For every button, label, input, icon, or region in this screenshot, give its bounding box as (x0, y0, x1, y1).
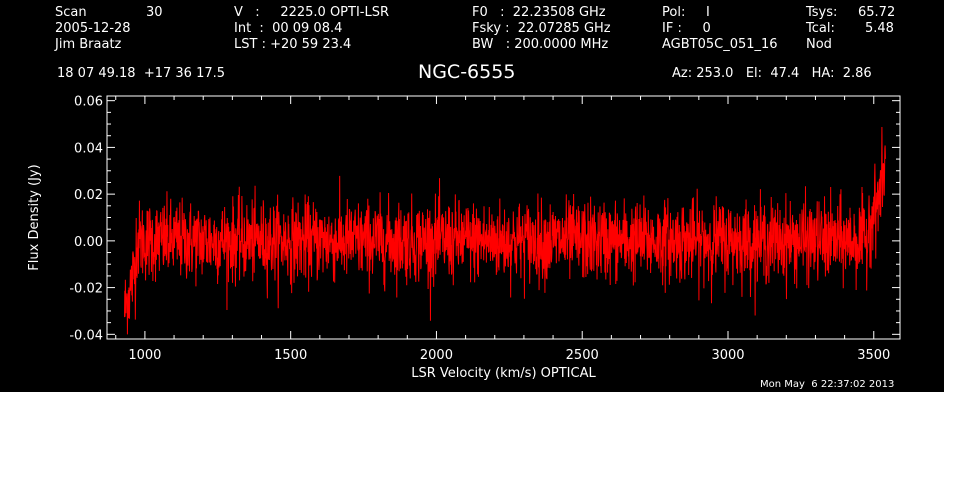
scan-value: 30 (146, 5, 163, 20)
bandwidth-line: BW : 200.0000 MHz (472, 37, 609, 52)
x-tick-label: 3000 (711, 348, 744, 363)
project-id: AGBT05C_051_16 (662, 37, 778, 52)
tcal-label: Tcal: (806, 21, 835, 36)
tsys-label: Tsys: (806, 5, 838, 20)
scan-label: Scan (55, 5, 87, 20)
x-tick-label: 1000 (128, 348, 161, 363)
observation-date: 2005-12-28 (55, 21, 131, 36)
spectrum-chart: 1000 1500 2000 2500 3000 3500 -0.04 -0.02 0.00 0.… (27, 95, 901, 381)
y-tick-label: 0.06 (74, 95, 103, 110)
x-tick-label: 1500 (274, 348, 307, 363)
fsky-line: Fsky : 22.07285 GHz (472, 21, 611, 36)
spectrum-line (123, 127, 886, 335)
source-coordinates: 18 07 49.18 +17 36 17.5 (57, 66, 226, 81)
tcal-value: 5.48 (865, 21, 894, 36)
source-name: NGC-6555 (418, 61, 516, 83)
plot-panel: Scan 30 2005-12-28 Jim Braatz V : 2225.0… (0, 0, 944, 392)
y-tick-label: 0.00 (74, 235, 103, 250)
x-tick-label: 2000 (420, 348, 453, 363)
x-axis-title: LSR Velocity (km/s) OPTICAL (411, 366, 596, 381)
observer-name: Jim Braatz (55, 37, 122, 52)
y-tick-label: 0.04 (74, 141, 103, 156)
plot-timestamp: Mon May 6 22:37:02 2013 (760, 379, 895, 390)
velocity-line: V : 2225.0 OPTI-LSR (234, 5, 390, 20)
y-axis-title: Flux Density (Jy) (27, 164, 42, 270)
lst-line: LST : +20 59 23.4 (234, 37, 352, 52)
x-tick-label: 2500 (566, 348, 599, 363)
nod-label: Nod (806, 37, 832, 52)
if-line: IF : 0 (662, 21, 711, 36)
polarization-line: Pol: I (662, 5, 710, 20)
y-tick-label: -0.04 (69, 328, 103, 343)
plot-frame (106, 95, 901, 340)
tsys-value: 65.72 (858, 5, 896, 20)
az-el-ha-line: Az: 253.0 El: 47.4 HA: 2.86 (672, 66, 872, 81)
f0-line: F0 : 22.23508 GHz (472, 5, 606, 20)
integration-line: Int : 00 09 08.4 (234, 21, 343, 36)
y-tick-label: -0.02 (69, 282, 103, 297)
x-tick-label: 3500 (857, 348, 890, 363)
y-tick-label: 0.02 (74, 188, 103, 203)
